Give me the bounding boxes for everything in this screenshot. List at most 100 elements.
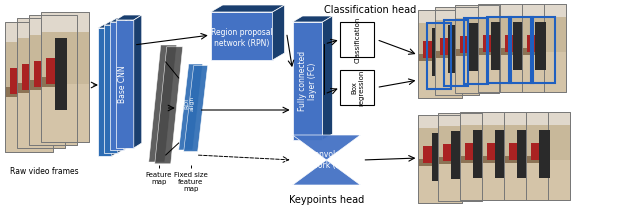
Bar <box>483 112 526 200</box>
Bar <box>435 51 455 58</box>
Text: Region proposal
network (RPN): Region proposal network (RPN) <box>211 28 273 48</box>
Bar <box>17 18 65 148</box>
Bar <box>29 15 77 145</box>
Polygon shape <box>110 18 131 22</box>
Polygon shape <box>155 47 182 164</box>
Text: Classification head: Classification head <box>324 5 417 15</box>
Bar <box>435 7 479 20</box>
Bar <box>455 5 499 18</box>
Bar <box>340 70 374 105</box>
Bar <box>17 90 65 148</box>
Bar <box>526 112 570 200</box>
Bar <box>41 12 89 142</box>
Bar <box>419 159 438 166</box>
Polygon shape <box>148 45 177 162</box>
Bar <box>483 160 526 200</box>
Bar <box>419 115 462 128</box>
Polygon shape <box>323 16 332 140</box>
Bar <box>486 143 495 160</box>
Polygon shape <box>211 12 273 60</box>
Bar <box>500 4 544 92</box>
Bar <box>540 130 550 178</box>
Text: ROI
align: ROI align <box>184 95 195 111</box>
Text: Raw video frames: Raw video frames <box>10 167 78 176</box>
Text: Keypoints head: Keypoints head <box>289 195 364 205</box>
Bar <box>45 57 55 84</box>
Bar <box>435 7 479 95</box>
Polygon shape <box>292 16 332 22</box>
Bar <box>531 17 555 83</box>
Bar <box>17 83 38 94</box>
Bar <box>29 15 77 35</box>
Polygon shape <box>292 22 323 140</box>
Bar <box>500 52 544 92</box>
Bar <box>423 41 431 58</box>
Bar <box>5 87 26 97</box>
Bar <box>455 5 499 93</box>
Bar <box>465 143 474 160</box>
Bar <box>522 4 566 92</box>
Polygon shape <box>118 21 125 153</box>
Bar <box>419 58 462 98</box>
Bar <box>500 48 520 55</box>
Bar <box>443 144 451 161</box>
Bar <box>460 112 504 200</box>
Bar <box>504 112 548 200</box>
Text: Fixed size
feature
map: Fixed size feature map <box>174 172 207 192</box>
Bar <box>340 22 374 57</box>
Polygon shape <box>116 20 134 148</box>
Bar <box>483 112 526 200</box>
Bar <box>44 41 55 112</box>
Bar <box>526 112 570 200</box>
Bar <box>468 23 479 71</box>
Bar <box>419 163 462 203</box>
Bar <box>423 146 431 163</box>
Bar <box>474 130 484 178</box>
Bar <box>29 80 51 90</box>
Bar <box>483 112 526 125</box>
Bar <box>435 7 479 95</box>
Bar <box>419 54 438 61</box>
Bar <box>29 15 77 145</box>
Bar <box>504 112 548 200</box>
Text: Box
regression: Box regression <box>351 69 364 106</box>
Bar <box>487 17 511 83</box>
Text: Classification: Classification <box>355 16 360 63</box>
Bar <box>460 112 504 125</box>
Bar <box>522 48 542 55</box>
Bar <box>31 44 44 116</box>
Bar <box>431 133 442 181</box>
Bar <box>17 18 65 148</box>
Polygon shape <box>98 24 119 28</box>
Bar <box>444 20 468 86</box>
Bar <box>17 18 65 37</box>
Bar <box>435 55 479 95</box>
Bar <box>460 160 504 200</box>
Bar <box>5 94 53 152</box>
Bar <box>526 156 546 163</box>
Bar <box>478 48 498 55</box>
Bar <box>522 4 566 92</box>
Bar <box>419 10 462 98</box>
Polygon shape <box>134 15 142 148</box>
Polygon shape <box>112 24 119 156</box>
Polygon shape <box>184 66 207 152</box>
Bar <box>55 38 67 110</box>
Polygon shape <box>273 5 285 60</box>
Text: Fully convolutional
network (FCN): Fully convolutional network (FCN) <box>291 150 362 170</box>
Bar <box>522 4 566 17</box>
Bar <box>504 35 513 52</box>
Bar <box>478 4 522 92</box>
Bar <box>504 156 524 163</box>
Bar <box>483 35 492 52</box>
Bar <box>29 86 77 145</box>
Bar <box>478 4 522 17</box>
Bar <box>451 131 463 179</box>
Bar <box>526 112 570 125</box>
Bar <box>464 18 488 84</box>
Bar <box>492 22 502 70</box>
Bar <box>504 160 548 200</box>
Bar <box>509 143 517 160</box>
Bar <box>455 5 499 93</box>
Bar <box>419 115 462 203</box>
